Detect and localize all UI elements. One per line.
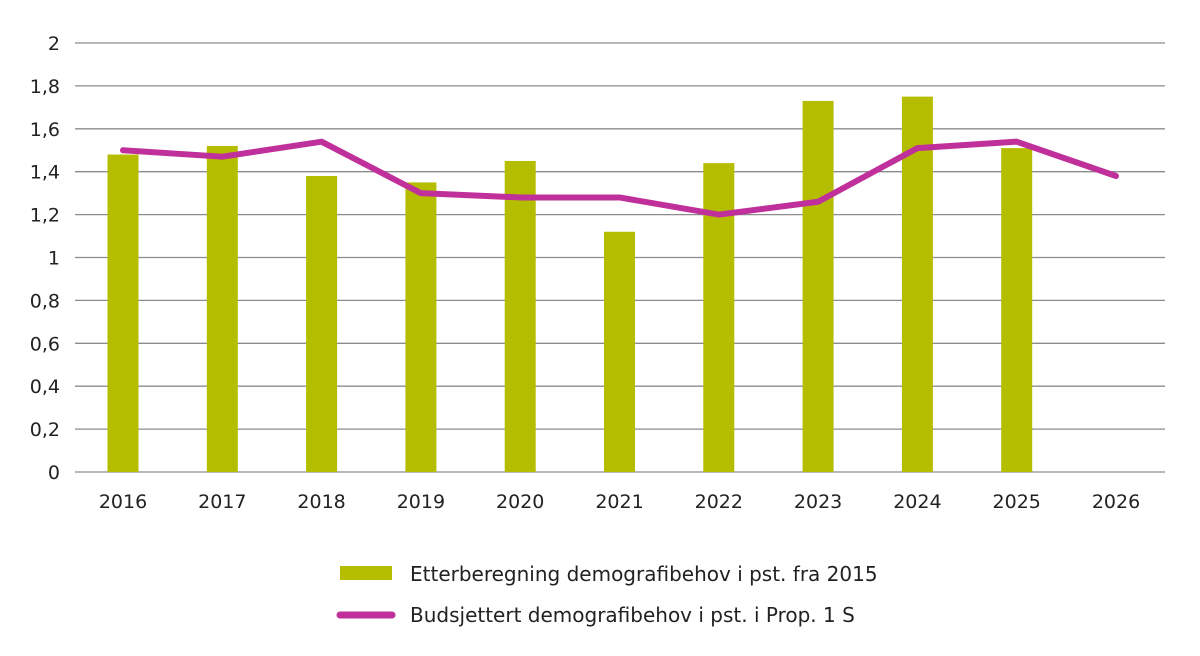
y-tick-label: 1,4: [30, 162, 60, 184]
legend-swatch-bar: [340, 566, 392, 580]
legend: Etterberegning demografibehov i pst. fra…: [340, 562, 878, 627]
y-tick-label: 2: [48, 33, 60, 55]
line-series: [123, 142, 1116, 215]
line-path: [123, 142, 1116, 215]
legend-label-bar: Etterberegning demografibehov i pst. fra…: [410, 562, 878, 586]
legend-label-line: Budsjettert demografibehov i pst. i Prop…: [410, 603, 855, 627]
x-tick-label: 2016: [99, 491, 147, 513]
y-tick-label: 1,2: [30, 205, 60, 227]
y-tick-label: 0,8: [30, 290, 60, 312]
x-tick-label: 2018: [297, 491, 345, 513]
bar-2022: [703, 163, 734, 472]
x-tick-label: 2020: [496, 491, 544, 513]
bar-2017: [207, 146, 238, 472]
x-tick-label: 2023: [794, 491, 842, 513]
y-tick-label: 1,6: [30, 119, 60, 141]
x-axis-ticks: 2016 2017 2018 2019 2020 2021 2022 2023 2024 2025…: [99, 491, 1140, 513]
y-tick-label: 1: [48, 248, 60, 270]
x-tick-label: 2025: [993, 491, 1041, 513]
x-tick-label: 2019: [397, 491, 445, 513]
x-tick-label: 2024: [893, 491, 941, 513]
y-tick-label: 0,2: [30, 419, 60, 441]
y-tick-label: 1,8: [30, 76, 60, 98]
x-tick-label: 2022: [695, 491, 743, 513]
y-axis-ticks: 0 0,2 0,4 0,6 0,8 1 1,2 1,4 1,6 1,8 2: [30, 33, 60, 484]
x-tick-label: 2026: [1092, 491, 1140, 513]
y-tick-label: 0,4: [30, 376, 60, 398]
y-tick-label: 0,6: [30, 333, 60, 355]
bar-2023: [803, 101, 834, 472]
bar-2016: [108, 155, 139, 472]
x-tick-label: 2021: [595, 491, 643, 513]
bar-2019: [405, 182, 436, 472]
bar-2025: [1001, 148, 1032, 472]
bar-2018: [306, 176, 337, 472]
x-tick-label: 2017: [198, 491, 246, 513]
bar-2020: [505, 161, 536, 472]
bar-2021: [604, 232, 635, 472]
y-tick-label: 0: [48, 462, 60, 484]
